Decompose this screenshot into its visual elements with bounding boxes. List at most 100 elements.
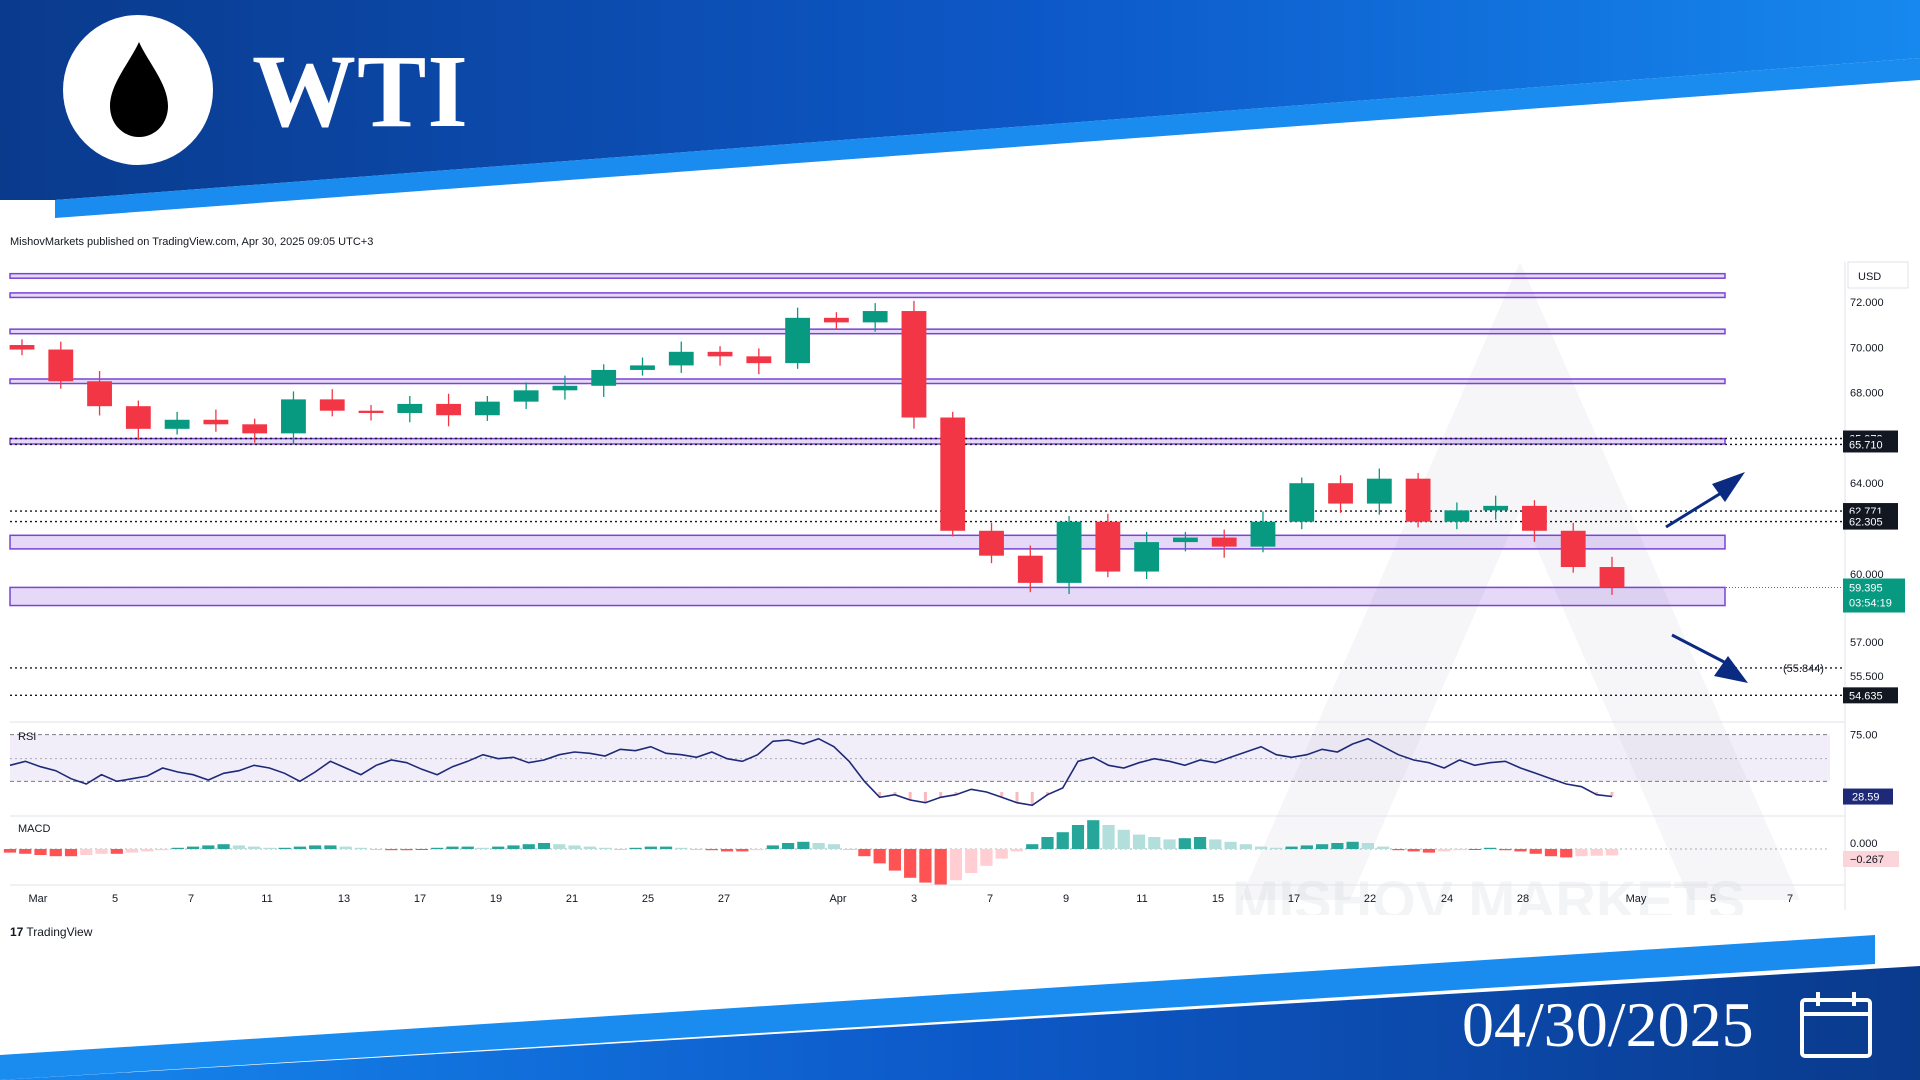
macd-bar — [705, 849, 718, 851]
top-banner — [0, 0, 1920, 218]
candle — [358, 410, 384, 413]
candle — [746, 356, 772, 364]
x-tick-label: 11 — [1136, 893, 1147, 905]
x-tick-label: 9 — [1063, 893, 1069, 905]
x-tick-label: 7 — [1787, 893, 1793, 905]
macd-value-badge — [1843, 851, 1899, 867]
currency-box — [1847, 261, 1909, 289]
bottom-banner — [0, 935, 1920, 1080]
x-tick-label: 17 — [1288, 893, 1300, 905]
tradingview-logo: 17 TradingView — [10, 925, 92, 939]
macd-bar — [370, 849, 383, 850]
level-badge-label: 54.635 — [1849, 690, 1883, 702]
candle — [979, 530, 1004, 556]
candle — [1250, 521, 1276, 547]
arrow-down-icon — [1671, 633, 1729, 666]
macd-bar — [949, 849, 963, 881]
macd-bar — [1178, 838, 1191, 849]
macd-bar — [64, 849, 78, 857]
macd-bar — [980, 849, 993, 866]
currency-label: USD — [1858, 271, 1881, 283]
rsi-band — [10, 734, 1830, 782]
candle — [1211, 537, 1237, 547]
macd-pane: MACD 0.000 −0.267 — [3, 815, 1899, 885]
macd-bar — [1132, 834, 1146, 849]
macd-bar — [537, 843, 551, 849]
x-tick-label: 22 — [1364, 893, 1376, 905]
price-chart[interactable]: MISHOV MARKETS USD72.00070.00068.00064.0… — [0, 255, 1920, 915]
macd-bar — [843, 849, 856, 850]
macd-bar — [1239, 844, 1252, 849]
x-tick-label: 27 — [718, 893, 730, 905]
rsi-upper-label: 75.00 — [1850, 730, 1878, 742]
watermark: MISHOV MARKETS — [1232, 262, 1800, 915]
macd-bar — [492, 846, 505, 849]
macd-bar — [1377, 846, 1390, 849]
candle — [1444, 510, 1470, 522]
published-caption: MishovMarkets published on TradingView.c… — [10, 236, 374, 248]
macd-bar — [1163, 839, 1176, 849]
candle — [242, 424, 268, 434]
macd-bar — [1361, 843, 1374, 849]
macd-bar — [1102, 825, 1115, 849]
macd-bar — [278, 847, 291, 849]
zone-1 — [9, 292, 1726, 299]
date-label: 04/30/2025 — [1462, 989, 1754, 1060]
arrows — [1665, 472, 1748, 683]
macd-bar — [1117, 829, 1130, 849]
time-axis[interactable]: Mar 5 7 11 13 17 19 21 25 27 Apr 3 7 9 11 15 17 22 24 28 May… — [10, 884, 1845, 905]
rsi-pane: RSI 75.00 28.59 — [9, 721, 1893, 807]
last-price-badge — [1843, 578, 1905, 613]
macd-bar — [1514, 849, 1527, 852]
macd-bar — [232, 845, 245, 849]
candle — [862, 311, 888, 323]
macd-bar — [217, 844, 230, 849]
macd-bar — [934, 849, 947, 885]
x-tick-label: 21 — [566, 893, 578, 905]
candle — [9, 345, 35, 350]
levels — [10, 437, 1843, 697]
macd-bar — [1453, 849, 1466, 851]
candle — [1289, 483, 1315, 522]
rsi-value-label: 28.59 — [1852, 792, 1880, 804]
macd-bar — [1087, 820, 1100, 849]
macd-bar — [1407, 849, 1420, 852]
candle — [901, 311, 927, 418]
candle — [1560, 530, 1586, 568]
macd-bar — [293, 846, 306, 849]
candle — [1483, 505, 1509, 511]
candle — [281, 399, 306, 434]
candle — [940, 417, 966, 531]
macd-bar — [34, 849, 47, 855]
price-axis[interactable]: USD72.00070.00068.00064.00060.00057.0005… — [1783, 261, 1909, 910]
calendar-icon — [1800, 992, 1872, 1058]
x-tick-label: 17 — [414, 893, 426, 905]
macd-bar — [1300, 845, 1313, 849]
macd-bar — [904, 849, 917, 878]
macd-bar — [1026, 844, 1039, 849]
macd-bar — [431, 847, 444, 849]
macd-bar — [125, 849, 139, 853]
macd-bar — [1270, 847, 1283, 849]
macd-bar — [354, 847, 368, 849]
level-badge — [1843, 513, 1898, 530]
asset-title: WTI — [252, 34, 469, 149]
candle — [87, 381, 112, 407]
macd-bar — [919, 849, 932, 883]
macd-bar — [1590, 849, 1603, 856]
x-tick-label: Apr — [829, 893, 846, 905]
macd-bar — [568, 845, 581, 849]
macd-bar — [690, 849, 703, 850]
rsi-value-badge — [1843, 788, 1893, 805]
macd-bar — [888, 849, 902, 871]
macd-bar — [171, 847, 184, 849]
macd-bar — [1285, 846, 1298, 849]
y-tick-label: 68.000 — [1850, 388, 1884, 400]
macd-bar — [614, 849, 627, 850]
macd-zero-label: 0.000 — [1850, 838, 1878, 850]
candle — [1366, 478, 1392, 504]
zone-2 — [9, 328, 1726, 335]
x-tick-label: 15 — [1212, 893, 1224, 905]
macd-bar — [1422, 849, 1436, 853]
candle — [1134, 542, 1160, 572]
